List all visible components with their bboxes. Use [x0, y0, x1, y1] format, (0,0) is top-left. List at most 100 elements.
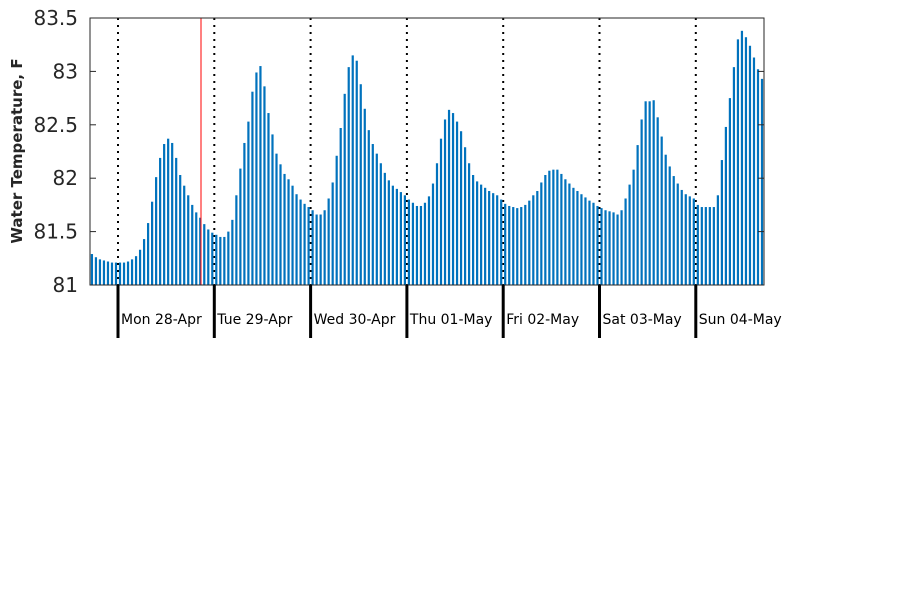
temperature-bar: [459, 131, 463, 285]
temperature-bar: [748, 45, 752, 285]
temperature-bar: [231, 219, 234, 285]
temperature-bar: [572, 187, 575, 285]
temperature-bar: [138, 249, 142, 285]
temperature-bar: [387, 180, 390, 285]
temperature-bar: [255, 72, 258, 285]
temperature-bar: [584, 197, 587, 285]
temperature-bar: [544, 175, 547, 285]
day-label: Fri 02-May: [506, 312, 579, 328]
temperature-bar: [628, 184, 631, 285]
temperature-bar: [303, 203, 306, 285]
temperature-bar: [536, 191, 539, 285]
temperature-bar: [102, 260, 106, 285]
temperature-bar: [688, 196, 691, 285]
temperature-bar: [716, 195, 719, 285]
temperature-bar: [235, 195, 238, 285]
day-gridlines: [117, 18, 697, 285]
temperature-bar: [110, 262, 114, 285]
temperature-bar: [259, 66, 262, 285]
temperature-bar: [151, 201, 154, 285]
temperature-bar: [411, 202, 415, 285]
day-label: Mon 28-Apr: [121, 312, 202, 328]
temperature-bar: [616, 214, 619, 285]
temperature-bar: [652, 100, 655, 286]
temperature-bar: [480, 184, 483, 285]
temperature-bar: [339, 128, 342, 285]
temperature-bar: [488, 191, 491, 285]
temperature-bar: [146, 223, 150, 285]
temperature-bar: [331, 182, 334, 285]
temperature-bar: [728, 98, 732, 285]
y-axis-title: Water Temperature, F: [8, 58, 26, 243]
temperature-bar: [752, 57, 756, 285]
temperature-bar: [359, 84, 362, 285]
day-label: Sun 04-May: [699, 312, 782, 328]
temperature-bar: [167, 138, 170, 285]
temperature-bar: [463, 147, 467, 285]
temperature-bar: [524, 204, 527, 285]
temperature-bar: [600, 208, 603, 285]
temperature-bar: [106, 261, 110, 285]
temperature-bar: [692, 198, 695, 285]
temperature-bar: [672, 176, 675, 285]
temperature-bar: [732, 67, 736, 285]
temperature-bar: [159, 157, 162, 285]
temperature-bar: [704, 207, 707, 285]
temperature-bar: [664, 154, 667, 285]
temperature-bar: [122, 262, 126, 285]
temperature-bar: [668, 166, 671, 285]
day-label: Thu 01-May: [409, 312, 493, 328]
temperature-bar: [291, 185, 294, 285]
plot-area-frame: [89, 17, 765, 286]
temperature-bar: [267, 113, 270, 285]
temperature-bar: [548, 170, 551, 285]
temperature-bar: [367, 130, 370, 285]
y-tick-label: 83: [53, 59, 78, 83]
temperature-bar: [263, 86, 266, 285]
temperature-bar: [576, 191, 579, 285]
temperature-bar: [596, 205, 599, 285]
temperature-bar: [500, 199, 503, 285]
temperature-bar: [700, 207, 703, 285]
temperature-bar: [439, 138, 443, 285]
temperature-bar: [528, 200, 531, 285]
temperature-bar: [142, 239, 146, 285]
temperature-bar: [347, 67, 350, 285]
temperature-bar: [552, 169, 555, 285]
temperature-bar: [447, 109, 451, 285]
temperature-bar: [708, 207, 711, 285]
temperature-bar: [307, 207, 310, 285]
temperature-bar: [315, 214, 318, 285]
temperature-bar: [363, 108, 366, 285]
temperature-bars: [90, 30, 764, 286]
temperature-bar: [564, 179, 567, 285]
temperature-bar: [375, 153, 378, 285]
temperature-bar: [251, 91, 254, 285]
temperature-bar: [175, 157, 178, 285]
temperature-bar: [516, 208, 519, 285]
temperature-bar: [632, 169, 635, 285]
temperature-bar: [684, 194, 687, 285]
temperature-bar: [90, 254, 94, 285]
temperature-bar: [455, 121, 459, 285]
temperature-bar: [126, 261, 130, 285]
temperature-bar: [720, 160, 723, 285]
y-tick-label: 81.5: [33, 220, 78, 244]
temperature-bar: [399, 192, 402, 285]
temperature-bar: [355, 60, 358, 285]
temperature-bar: [335, 155, 338, 285]
temperature-bar: [756, 69, 760, 285]
temperature-bar: [379, 163, 382, 285]
temperature-bar: [171, 142, 174, 285]
temperature-bar: [467, 163, 471, 285]
temperature-bar: [568, 183, 571, 285]
temperature-bar: [415, 205, 419, 285]
temperature-bar: [351, 55, 354, 285]
y-tick-label: 83.5: [33, 6, 78, 30]
temperature-bar: [648, 101, 651, 285]
temperature-bar: [203, 224, 206, 285]
temperature-bar: [512, 207, 515, 285]
y-tick-label: 82.5: [33, 113, 78, 137]
temperature-bar: [740, 30, 744, 285]
temperature-bar: [608, 211, 611, 285]
